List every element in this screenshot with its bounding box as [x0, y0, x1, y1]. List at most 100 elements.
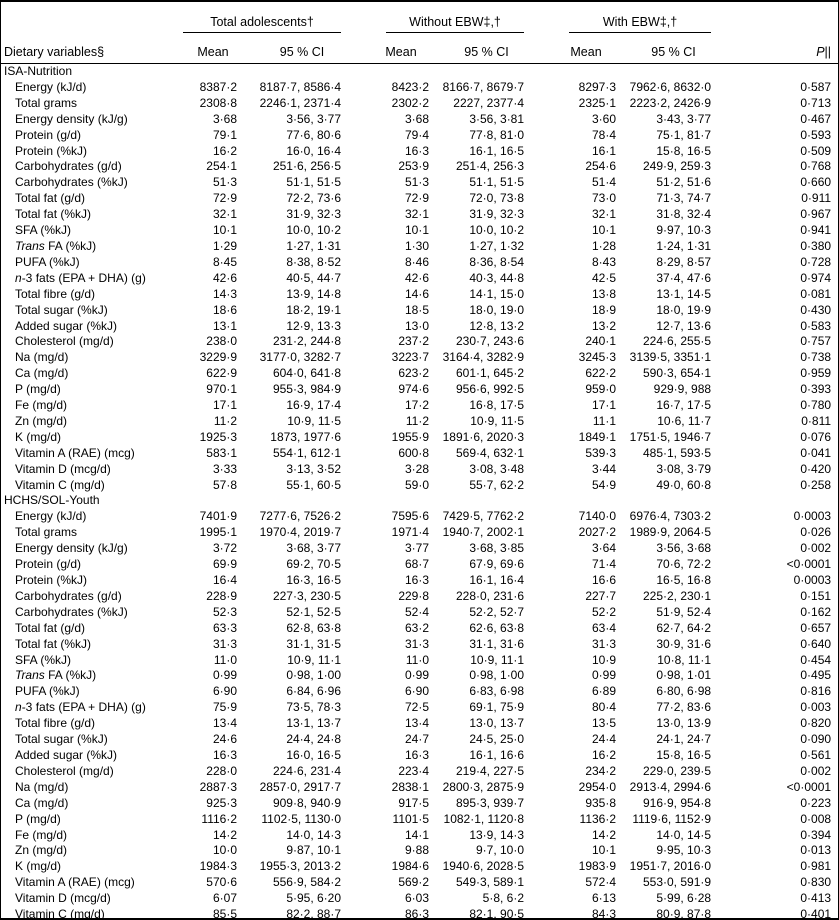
with-mean: 3245·3 [578, 350, 617, 365]
without-mean: 18·5 [404, 302, 430, 317]
without-ci: 55·7, 62·2 [469, 477, 525, 492]
with-ci: 5·99, 6·28 [656, 891, 712, 906]
total-mean: 1984·3 [199, 859, 237, 874]
group-header-cell-total: Total adolescents† [175, 2, 342, 33]
dietary-variable-label: Carbohydrates (%kJ) [15, 604, 128, 619]
table-body: ISA-Nutrition Energy (kJ/d) 8387·2 8187·7, … [1, 64, 838, 920]
without-ci: 69·1, 75·9 [469, 700, 525, 715]
with-ci: 6976·4, 7303·2 [629, 509, 712, 524]
without-ci: 14·1, 15·0 [469, 286, 525, 301]
total-ci: 62·8, 63·8 [286, 620, 342, 635]
without-mean: 6·90 [404, 684, 430, 699]
without-ci: 1940·7, 2002·1 [442, 525, 525, 540]
data-row: K (mg/d) 1925·3 1873, 1977·6 1955·9 1891·6, … [1, 430, 838, 446]
data-row: Vitamin D (mcg/d) 6·07 5·95, 6·20 6·03 5·8, … [1, 891, 838, 907]
data-row: Vitamin A (RAE) (mcg) 570·6 556·9, 584·2 56… [1, 875, 838, 891]
dietary-variable-label: Carbohydrates (g/d) [15, 159, 122, 174]
without-ci: 1082·1, 1120·8 [443, 811, 525, 826]
p-value: 0·003 [800, 700, 832, 715]
p-value: 0·041 [800, 445, 832, 460]
dietary-variable-label: Total fibre (g/d) [15, 286, 96, 301]
total-ci: 604·0, 641·8 [272, 366, 342, 381]
with-ci: 12·7, 13·6 [656, 318, 712, 333]
with-ci: 80·9, 87·8 [656, 907, 712, 920]
total-ci: 8187·7, 8586·4 [259, 79, 342, 94]
data-row: Ca (mg/d) 622·9 604·0, 641·8 623·2 601·1, 64… [1, 366, 838, 382]
without-ci: 13·9, 14·3 [469, 827, 525, 842]
p-value: 0·0003 [793, 509, 832, 524]
without-mean: 13·4 [404, 716, 430, 731]
total-ci: 3·13, 3·52 [286, 461, 342, 476]
p-value: 0·561 [800, 747, 832, 762]
data-row: SFA (%kJ) 10·1 10·0, 10·2 10·1 10·0, 10·2 10·… [1, 223, 838, 239]
without-ci: 10·0, 10·2 [469, 223, 525, 238]
with-mean: 14·2 [592, 827, 617, 842]
data-row: Energy density (kJ/g) 3·68 3·56, 3·77 3·68 3… [1, 112, 838, 128]
total-ci: 55·1, 60·5 [286, 477, 342, 492]
without-ci: 6·83, 6·98 [469, 684, 525, 699]
with-ci: 15·8, 16·5 [656, 747, 712, 762]
mean-header-with-ebw: Mean [524, 33, 617, 64]
total-mean: 3·33 [212, 461, 237, 476]
total-ci: 52·1, 52·5 [286, 604, 342, 619]
without-mean: 42·6 [404, 270, 430, 285]
total-mean: 6·90 [212, 684, 237, 699]
data-row: Carbohydrates (g/d) 228·9 227·3, 230·5 229·… [1, 589, 838, 605]
without-mean: 17·2 [404, 398, 430, 413]
dietary-variable-label: Protein (%kJ) [15, 143, 88, 158]
without-ci: 3164·4, 3282·9 [442, 350, 525, 365]
p-value: 0·974 [800, 270, 832, 285]
dietary-variable-label: Carbohydrates (g/d) [15, 588, 122, 603]
with-mean: 13·2 [592, 318, 617, 333]
with-ci: 10·8, 11·1 [657, 652, 712, 667]
with-mean: 1849·1 [578, 429, 617, 444]
total-mean: 13·4 [212, 716, 237, 731]
dietary-variables-header: Dietary variables§ [1, 33, 175, 64]
total-ci: 16·9, 17·4 [286, 398, 342, 413]
with-mean: 16·1 [592, 143, 617, 158]
without-ci: 7429·5, 7762·2 [442, 509, 525, 524]
data-row: Total grams 1995·1 1970·4, 2019·7 1971·4 194… [1, 525, 838, 541]
total-ci: 77·6, 80·6 [286, 127, 342, 142]
p-value: 0·981 [800, 859, 832, 874]
p-value: 0·026 [800, 525, 832, 540]
without-ci: 8·36, 8·54 [469, 254, 525, 269]
total-mean: 31·3 [212, 636, 237, 651]
without-mean: 1101·5 [392, 811, 430, 826]
without-ci: 13·0, 13·7 [469, 716, 525, 731]
p-value: 0·959 [800, 366, 832, 381]
total-mean: 51·3 [212, 175, 237, 190]
without-mean: 6·03 [404, 891, 430, 906]
data-row: Total sugar (%kJ) 24·6 24·4, 24·8 24·7 24·5,… [1, 732, 838, 748]
group-header-row: Total adolescents† Without EBW‡,† With E… [1, 2, 838, 33]
with-mean: 227·7 [585, 588, 617, 603]
without-mean: 72·9 [404, 191, 430, 206]
dietary-variable-label: Ca (mg/d) [15, 795, 69, 810]
with-mean: 8·43 [592, 254, 617, 269]
without-mean: 32·1 [404, 207, 430, 222]
without-mean: 8·46 [404, 254, 430, 269]
with-mean: 3·44 [592, 461, 617, 476]
total-ci: 224·6, 231·4 [272, 763, 342, 778]
total-ci: 0·98, 1·00 [286, 668, 342, 683]
group-header-without-ebw: Without EBW‡,† [386, 15, 525, 33]
data-row: Trans FA (%kJ) 0·99 0·98, 1·00 0·99 0·98, 1·… [1, 668, 838, 684]
p-value: 0·713 [800, 95, 832, 110]
with-mean: 13·5 [592, 716, 617, 731]
with-ci: 10·6, 11·7 [657, 413, 712, 428]
data-row: Cholesterol (mg/d) 228·0 224·6, 231·4 223·4… [1, 764, 838, 780]
without-ci: 1940·6, 2028·5 [442, 859, 525, 874]
dietary-variable-label: Fe (mg/d) [15, 398, 68, 413]
group-header-total-adolescents: Total adolescents† [183, 15, 342, 33]
p-value: 0·081 [800, 286, 832, 301]
p-value: 0·380 [800, 238, 832, 253]
with-mean: 3·60 [592, 111, 617, 126]
without-ci: 230·7, 243·6 [455, 334, 525, 349]
without-mean: 2302·2 [391, 95, 430, 110]
total-ci: 16·0, 16·4 [286, 143, 342, 158]
p-value: 0·223 [800, 795, 832, 810]
dietary-variable-label: PUFA (%kJ) [15, 254, 80, 269]
with-mean: 16·6 [592, 573, 617, 587]
total-mean: 3·68 [212, 111, 237, 126]
with-mean: 2954·0 [578, 779, 617, 794]
